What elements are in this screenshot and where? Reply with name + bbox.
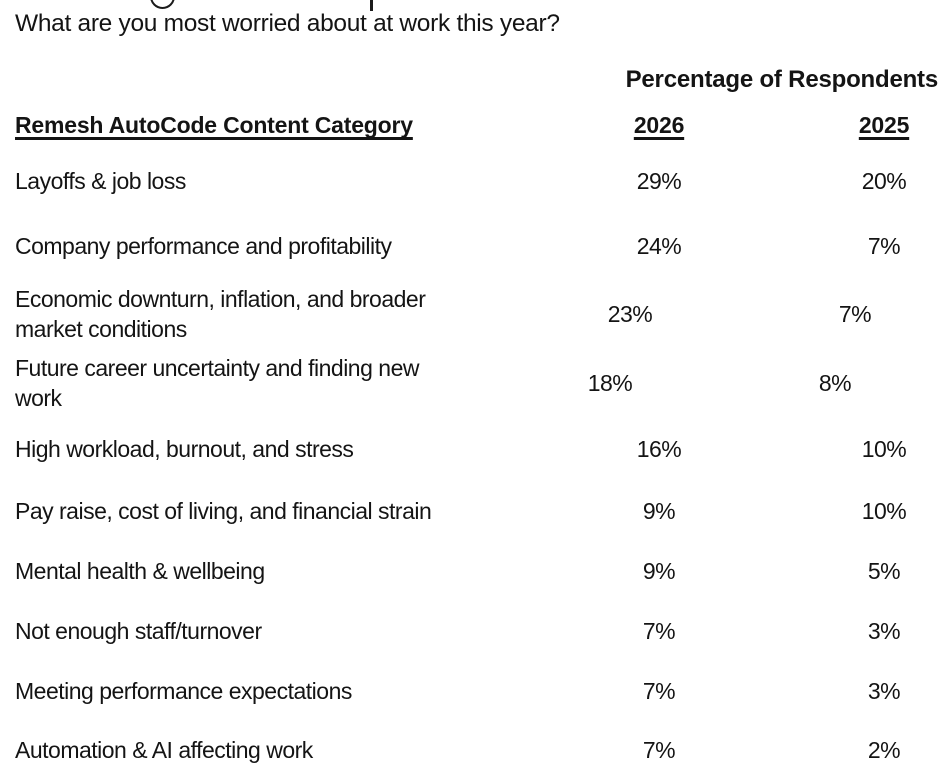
table-row: Pay raise, cost of living, and financial… (0, 480, 952, 541)
table-row: High workload, burnout, and stress 16% 1… (0, 418, 952, 480)
category-cell: Economic downturn, inflation, and broade… (15, 286, 426, 342)
clipped-heading-descender-loop (150, 0, 175, 9)
value-2026-cell: 18% (587, 370, 633, 396)
table-row: Mental health & wellbeing 9% 5% (0, 541, 952, 601)
category-cell: Layoffs & job loss (15, 168, 186, 194)
column-header-2025-cell: 2025 (816, 112, 952, 139)
value-2026-cell: 9% (642, 497, 676, 524)
category-cell: Not enough staff/turnover (15, 618, 262, 644)
value-2025-cell: 20% (861, 168, 907, 194)
value-2025-cell: 10% (861, 436, 907, 462)
value-2025-cell: 3% (867, 678, 901, 704)
value-2026-cell: 29% (636, 168, 682, 194)
table-header-row: Remesh AutoCode Content Category 2026 20… (0, 112, 952, 139)
value-2026-cell: 7% (642, 678, 676, 704)
table-row: Future career uncertainty and finding ne… (0, 348, 952, 418)
value-2025-cell: 2% (867, 737, 901, 763)
value-2026-cell: 7% (642, 618, 676, 644)
category-cell: Mental health & wellbeing (15, 558, 265, 584)
column-header-category: Remesh AutoCode Content Category (15, 112, 413, 138)
value-2025-cell: 7% (838, 301, 872, 327)
table-row: Not enough staff/turnover 7% 3% (0, 601, 952, 661)
value-2026-cell: 23% (607, 301, 653, 327)
table-body: Layoffs & job loss 29% 20% Company perfo… (0, 150, 952, 778)
category-cell: Company performance and profitability (15, 233, 392, 259)
table-row: Meeting performance expectations 7% 3% (0, 661, 952, 721)
column-header-2026: 2026 (633, 112, 685, 138)
column-header-2025: 2025 (858, 112, 910, 138)
category-cell: Automation & AI affecting work (15, 737, 313, 763)
table-row: Layoffs & job loss 29% 20% (0, 150, 952, 212)
value-2026-cell: 16% (636, 436, 682, 462)
column-header-category-cell: Remesh AutoCode Content Category (15, 112, 502, 139)
value-2026-cell: 7% (642, 737, 676, 763)
category-cell: Pay raise, cost of living, and financial… (15, 497, 432, 524)
value-2026-cell: 24% (636, 233, 682, 259)
value-2025-cell: 3% (867, 618, 901, 644)
value-2026-cell: 9% (642, 558, 676, 584)
survey-question-title: What are you most worried about at work … (15, 10, 560, 37)
value-2025-cell: 7% (867, 233, 901, 259)
column-header-2026-cell: 2026 (502, 112, 816, 139)
value-2025-cell: 5% (867, 558, 901, 584)
table-row: Automation & AI affecting work 7% 2% (0, 721, 952, 778)
respondents-group-header: Percentage of Respondents (625, 66, 939, 93)
category-cell: Meeting performance expectations (15, 678, 352, 704)
category-cell: High workload, burnout, and stress (15, 436, 354, 462)
clipped-heading-descender-stem (370, 0, 373, 11)
value-2025-cell: 10% (861, 497, 907, 524)
category-cell: Future career uncertainty and finding ne… (15, 355, 419, 411)
value-2025-cell: 8% (818, 370, 852, 396)
table-row: Company performance and profitability 24… (0, 212, 952, 280)
table-row: Economic downturn, inflation, and broade… (0, 280, 952, 348)
